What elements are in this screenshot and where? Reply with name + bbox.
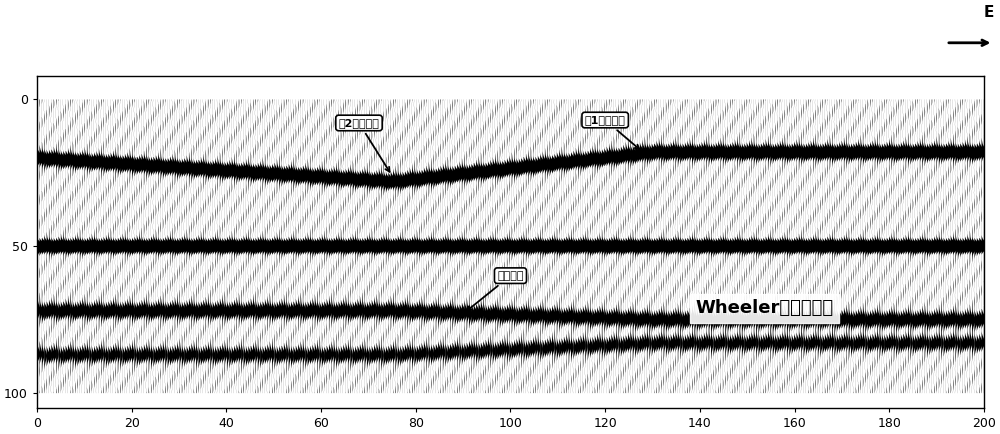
Text: ᅂ1储层位置: ᅂ1储层位置 bbox=[585, 115, 639, 149]
Text: Wheeler域去橔剔面: Wheeler域去橔剔面 bbox=[695, 299, 833, 317]
Text: 强反射层: 强反射层 bbox=[467, 271, 524, 311]
Text: ᅂ2储层位置: ᅂ2储层位置 bbox=[339, 118, 390, 172]
Text: E: E bbox=[983, 5, 994, 20]
